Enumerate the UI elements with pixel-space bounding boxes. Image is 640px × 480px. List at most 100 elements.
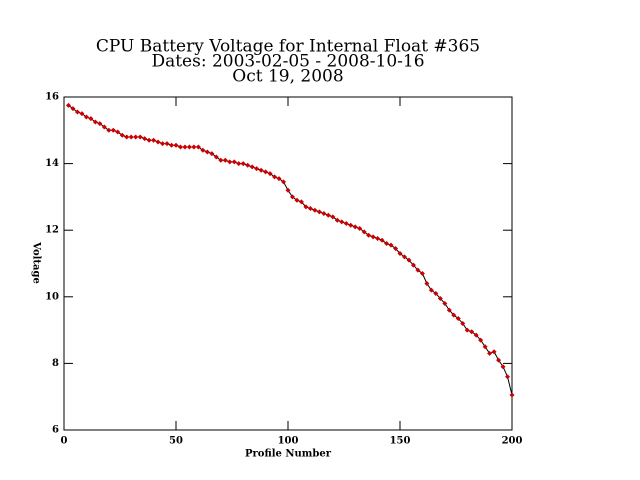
data-point bbox=[186, 144, 192, 150]
x-tick-label: 150 bbox=[390, 436, 411, 447]
x-axis-label: Profile Number bbox=[245, 449, 332, 460]
data-point bbox=[433, 290, 439, 296]
data-point bbox=[70, 106, 76, 112]
data-point bbox=[419, 270, 425, 276]
data-point bbox=[401, 254, 407, 260]
chart-subtitle: Dates: 2003-02-05 - 2008-10-16 bbox=[151, 52, 424, 72]
data-point bbox=[177, 144, 183, 150]
data-line bbox=[68, 104, 513, 396]
data-point bbox=[97, 121, 103, 127]
data-point bbox=[65, 102, 71, 108]
data-point bbox=[312, 207, 318, 213]
y-tick-label: 10 bbox=[45, 291, 59, 302]
data-point bbox=[370, 234, 376, 240]
data-point bbox=[151, 137, 157, 143]
data-point bbox=[263, 169, 269, 175]
data-point bbox=[491, 349, 497, 355]
data-point bbox=[357, 226, 363, 232]
data-point bbox=[446, 307, 452, 313]
data-point bbox=[79, 111, 85, 117]
data-point bbox=[437, 295, 443, 301]
data-point bbox=[410, 262, 416, 268]
data-point bbox=[442, 300, 448, 306]
chart-title: CPU Battery Voltage for Internal Float #… bbox=[96, 37, 480, 57]
x-tick-label: 0 bbox=[61, 436, 68, 447]
data-point bbox=[307, 206, 313, 212]
data-point bbox=[352, 224, 358, 230]
data-point bbox=[281, 179, 287, 185]
data-point bbox=[119, 132, 125, 138]
data-point bbox=[330, 214, 336, 220]
x-tick-label: 100 bbox=[278, 436, 299, 447]
data-point bbox=[258, 167, 264, 173]
data-point bbox=[289, 194, 295, 200]
data-point bbox=[240, 161, 246, 167]
data-point bbox=[487, 350, 493, 356]
data-point bbox=[74, 109, 80, 115]
data-point bbox=[115, 129, 121, 135]
y-tick-label: 14 bbox=[45, 158, 59, 169]
data-point bbox=[204, 149, 210, 155]
data-point bbox=[334, 217, 340, 223]
y-tick-label: 12 bbox=[45, 225, 59, 236]
data-point bbox=[384, 241, 390, 247]
data-point bbox=[137, 134, 143, 140]
data-point bbox=[366, 232, 372, 238]
data-point bbox=[348, 222, 354, 228]
data-point bbox=[146, 137, 152, 143]
data-point bbox=[298, 199, 304, 205]
data-point bbox=[133, 134, 139, 140]
data-point bbox=[339, 219, 345, 225]
x-tick-label: 50 bbox=[169, 436, 183, 447]
data-point bbox=[209, 151, 215, 157]
data-point bbox=[415, 267, 421, 273]
data-point bbox=[451, 312, 457, 318]
data-point bbox=[124, 134, 130, 140]
data-point bbox=[195, 144, 201, 150]
data-point bbox=[169, 142, 175, 148]
data-point bbox=[92, 119, 98, 125]
data-point bbox=[509, 392, 515, 398]
y-tick-label: 6 bbox=[52, 425, 59, 436]
data-point bbox=[276, 176, 282, 182]
data-point bbox=[254, 166, 260, 172]
data-point bbox=[182, 144, 188, 150]
data-point bbox=[388, 242, 394, 248]
data-point bbox=[379, 237, 385, 243]
data-point bbox=[460, 320, 466, 326]
data-point bbox=[83, 114, 89, 120]
data-point bbox=[316, 209, 322, 215]
data-point bbox=[231, 159, 237, 165]
data-point bbox=[397, 251, 403, 257]
y-tick-label: 16 bbox=[45, 92, 59, 103]
data-point bbox=[142, 136, 148, 142]
data-point bbox=[424, 280, 430, 286]
data-point bbox=[321, 211, 327, 217]
data-point bbox=[222, 157, 228, 163]
data-point bbox=[500, 364, 506, 370]
data-point bbox=[505, 374, 511, 380]
data-point bbox=[227, 159, 233, 165]
data-point bbox=[294, 197, 300, 203]
data-point bbox=[375, 236, 381, 242]
data-point bbox=[101, 124, 107, 130]
data-point bbox=[406, 257, 412, 263]
data-point bbox=[88, 116, 94, 122]
data-point bbox=[428, 287, 434, 293]
chart-date: Oct 19, 2008 bbox=[232, 67, 343, 87]
data-point bbox=[267, 171, 273, 177]
data-point bbox=[106, 127, 112, 133]
data-point bbox=[482, 344, 488, 350]
data-point bbox=[249, 164, 255, 170]
data-point bbox=[473, 332, 479, 338]
data-point bbox=[236, 161, 242, 167]
data-point bbox=[325, 212, 331, 218]
data-point bbox=[110, 127, 116, 133]
data-point bbox=[160, 141, 166, 147]
data-point bbox=[173, 142, 179, 148]
data-point bbox=[393, 246, 399, 252]
data-point bbox=[343, 221, 349, 227]
data-point bbox=[272, 174, 278, 180]
